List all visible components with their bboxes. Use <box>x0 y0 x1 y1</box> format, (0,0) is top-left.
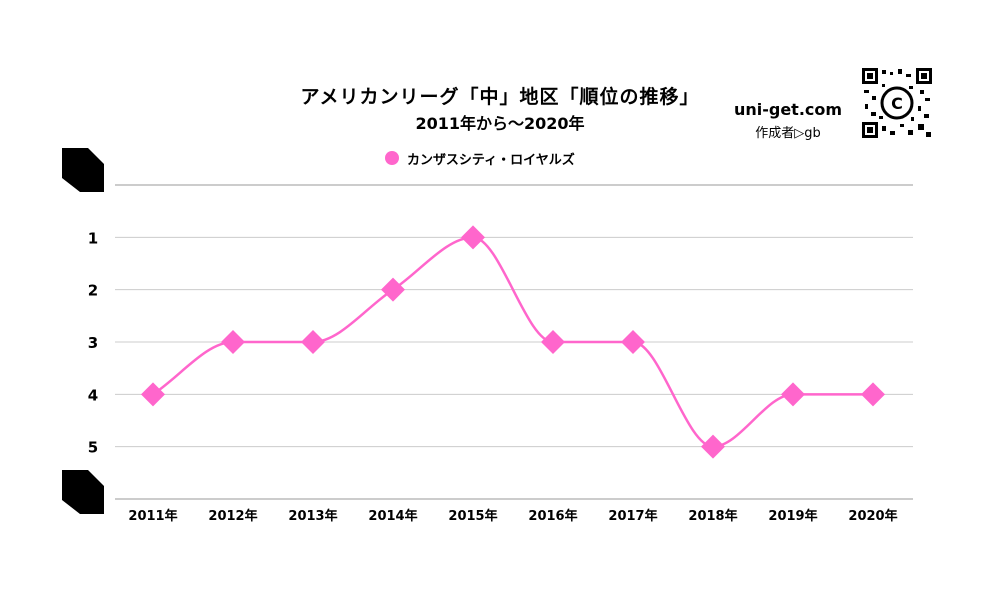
author-credit: 作成者▷gb <box>755 126 821 141</box>
x-tick-label: 2012年 <box>208 508 257 524</box>
legend-label: カンザスシティ・ロイヤルズ <box>407 152 575 168</box>
x-tick-label: 2015年 <box>448 508 497 524</box>
corner-mark-bottom <box>62 470 104 514</box>
y-tick-label: 3 <box>88 334 98 352</box>
data-point-marker <box>461 225 485 250</box>
x-tick-label: 2019年 <box>768 508 817 524</box>
data-point-marker <box>781 382 805 407</box>
qr-code: C <box>862 68 932 138</box>
data-point-marker <box>141 382 165 407</box>
site-name: uni-get.com <box>733 100 843 119</box>
y-tick-label: 5 <box>88 439 98 457</box>
x-tick-label: 2018年 <box>688 508 737 524</box>
y-tick-label: 2 <box>88 282 98 300</box>
corner-mark-top <box>62 148 104 192</box>
data-point-marker <box>621 330 645 354</box>
x-tick-label: 2013年 <box>288 508 337 524</box>
x-tick-label: 2011年 <box>128 508 177 524</box>
x-tick-label: 2017年 <box>608 508 657 524</box>
qr-logo-letter: C <box>891 94 903 113</box>
data-point-marker <box>861 382 885 407</box>
x-axis-ticks: 2011年 2012年 2013年 2014年 2015年 2016年 2017年 2018年… <box>128 508 897 524</box>
chart-title: アメリカンリーグ「中」地区「順位の推移」 <box>300 86 700 108</box>
legend-marker <box>385 151 399 165</box>
legend: カンザスシティ・ロイヤルズ <box>385 148 575 168</box>
y-axis-ticks: 1 2 3 4 5 <box>88 229 98 456</box>
data-point-marker <box>381 277 405 302</box>
y-tick-label: 4 <box>88 386 98 404</box>
data-point-marker <box>541 330 565 354</box>
data-point-marker <box>301 330 325 354</box>
series-markers <box>141 225 885 459</box>
corner-marks <box>62 148 104 514</box>
series-line <box>152 236 873 448</box>
data-point-marker <box>701 434 725 459</box>
data-point-marker <box>221 330 245 354</box>
y-tick-label: 1 <box>88 229 98 247</box>
x-tick-label: 2020年 <box>848 508 897 524</box>
chart-subtitle: 2011年から～2020年 <box>415 114 585 133</box>
x-tick-label: 2016年 <box>528 508 577 524</box>
x-tick-label: 2014年 <box>368 508 417 524</box>
